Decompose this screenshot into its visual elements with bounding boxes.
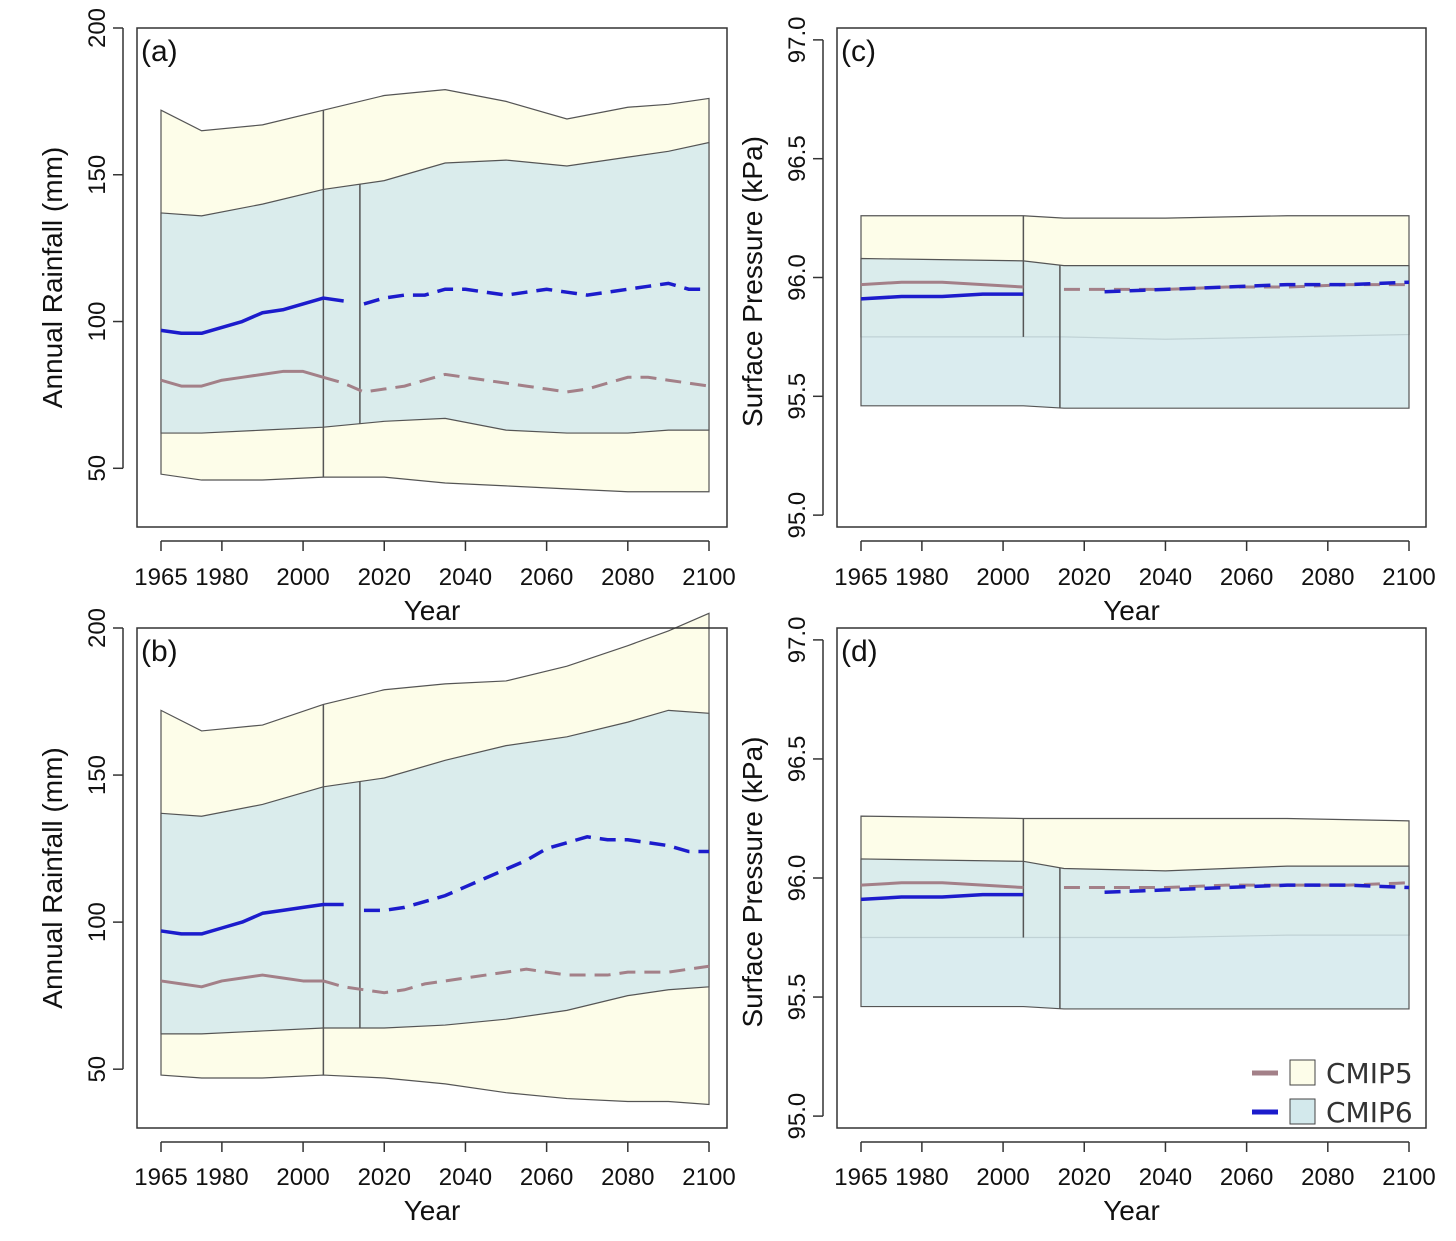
x-tick-label: 2000 <box>976 1164 1029 1191</box>
x-tick-label: 2040 <box>439 564 492 591</box>
x-tick-label: 2040 <box>1139 564 1192 591</box>
band-cmip6 <box>860 858 1410 1010</box>
y-tick-label: 97.0 <box>784 17 811 64</box>
plot-frame <box>136 627 728 1129</box>
y-tick-label: 96.5 <box>784 135 811 182</box>
x-tick-label: 2000 <box>976 564 1029 591</box>
y-tick-label: 95.0 <box>784 1093 811 1140</box>
x-tick-label: 2020 <box>1058 1164 1111 1191</box>
panel-d: 1965 1980 2000 2020 2040 2060 2080 2100 Year 95.0… <box>737 617 1436 1226</box>
x-tick-label: 1965 <box>134 564 187 591</box>
mean-projection-cmip5 <box>1063 881 1410 890</box>
y-tick-label: 200 <box>84 8 111 48</box>
mean-historical-cmip6 <box>160 296 344 336</box>
x-tick-label: 2080 <box>1301 564 1354 591</box>
mean-historical-cmip6 <box>160 902 344 936</box>
y-axis-title: Annual Rainfall (mm) <box>37 747 68 1008</box>
x-tick-label: 1965 <box>134 1164 187 1191</box>
mean-projection-cmip5 <box>1063 283 1409 291</box>
x-tick-label: 2100 <box>1382 1164 1435 1191</box>
mean-historical-cmip5 <box>860 881 1024 890</box>
panel-label: (b) <box>141 635 178 668</box>
x-tick-label: 2020 <box>1058 564 1111 591</box>
y-axis-title: Annual Rainfall (mm) <box>37 147 68 408</box>
band-cmip6 <box>160 141 710 434</box>
x-tick-label: 1965 <box>834 1164 887 1191</box>
x-tick-label: 1980 <box>895 1164 948 1191</box>
mean-projection-cmip6 <box>1104 883 1410 895</box>
x-tick-label: 1965 <box>834 564 887 591</box>
panel-label: (d) <box>841 635 878 668</box>
x-tick-label: 1980 <box>895 564 948 591</box>
y-tick-label: 200 <box>84 608 111 648</box>
mean-projection-cmip6 <box>363 281 709 306</box>
mean-historical-cmip6 <box>860 292 1024 301</box>
y-tick-label: 150 <box>84 755 111 795</box>
x-tick-label: 2040 <box>439 1164 492 1191</box>
panels: 1965 1980 2000 2020 2040 2060 2080 2100 Year 50 10… <box>37 8 1436 1226</box>
x-axis-title: Year <box>404 595 461 626</box>
y-tick-label: 95.0 <box>784 492 811 539</box>
x-tick-label: 2080 <box>601 1164 654 1191</box>
x-tick-label: 2100 <box>682 1164 735 1191</box>
y-tick-label: 96.0 <box>784 855 811 902</box>
band-cmip6 <box>860 257 1410 409</box>
mean-historical-cmip5 <box>860 280 1024 289</box>
plot-frame <box>836 627 1427 1129</box>
legend-cmip6-label: CMIP6 <box>1326 1096 1413 1129</box>
y-tick-label: 96.5 <box>784 736 811 783</box>
x-axis-title: Year <box>404 1195 461 1226</box>
x-tick-label: 1980 <box>195 1164 248 1191</box>
y-tick-label: 100 <box>84 902 111 942</box>
mean-historical-cmip5 <box>160 369 324 388</box>
legend: CMIP5 CMIP6 <box>1252 1057 1413 1129</box>
mean-historical-cmip6 <box>860 892 1024 902</box>
x-tick-label: 2040 <box>1139 1164 1192 1191</box>
y-tick-label: 100 <box>84 302 111 342</box>
y-axis-title: Surface Pressure (kPa) <box>737 737 768 1028</box>
mean-projection-cmip6 <box>363 835 709 913</box>
x-tick-label: 2020 <box>358 564 411 591</box>
y-tick-label: 95.5 <box>784 974 811 1021</box>
mean-historical-cmip5 <box>160 973 324 989</box>
y-axis-title: Surface Pressure (kPa) <box>737 136 768 427</box>
x-axis-title: Year <box>1103 1195 1160 1226</box>
legend-cmip6-swatch <box>1289 1098 1316 1125</box>
x-tick-label: 2020 <box>358 1164 411 1191</box>
y-tick-label: 95.5 <box>784 373 811 420</box>
band-cmip6 <box>160 709 710 1035</box>
x-tick-label: 2080 <box>1301 1164 1354 1191</box>
y-tick-label: 97.0 <box>784 617 811 664</box>
x-axis-title: Year <box>1103 595 1160 626</box>
x-tick-label: 2060 <box>1220 564 1273 591</box>
x-tick-label: 1980 <box>195 564 248 591</box>
y-tick-label: 96.0 <box>784 254 811 301</box>
x-tick-label: 2100 <box>682 564 735 591</box>
panel-b: 1965 1980 2000 2020 2040 2060 2080 2100 Year 50 10… <box>37 608 736 1226</box>
x-tick-label: 2060 <box>1220 1164 1273 1191</box>
panel-c: 1965 1980 2000 2020 2040 2060 2080 2100 Year 95.0… <box>737 17 1436 626</box>
y-tick-label: 50 <box>84 1056 111 1083</box>
x-tick-label: 2000 <box>276 564 329 591</box>
x-tick-label: 2080 <box>601 564 654 591</box>
x-tick-label: 2060 <box>520 564 573 591</box>
x-tick-label: 2000 <box>276 1164 329 1191</box>
y-tick-label: 150 <box>84 155 111 195</box>
plot-frame <box>136 27 728 528</box>
panel-a: 1965 1980 2000 2020 2040 2060 2080 2100 Year 50 10… <box>37 8 736 626</box>
x-tick-label: 2060 <box>520 1164 573 1191</box>
mean-projection-cmip5 <box>322 372 710 394</box>
legend-cmip5-label: CMIP5 <box>1326 1057 1413 1090</box>
panel-label: (a) <box>141 35 178 68</box>
legend-cmip5-swatch <box>1289 1059 1316 1086</box>
plot-frame <box>836 27 1427 528</box>
y-tick-label: 50 <box>84 455 111 482</box>
x-tick-label: 2100 <box>1382 564 1435 591</box>
mean-projection-cmip6 <box>1104 280 1410 294</box>
mean-projection-cmip5 <box>322 964 710 995</box>
panel-label: (c) <box>841 35 876 68</box>
